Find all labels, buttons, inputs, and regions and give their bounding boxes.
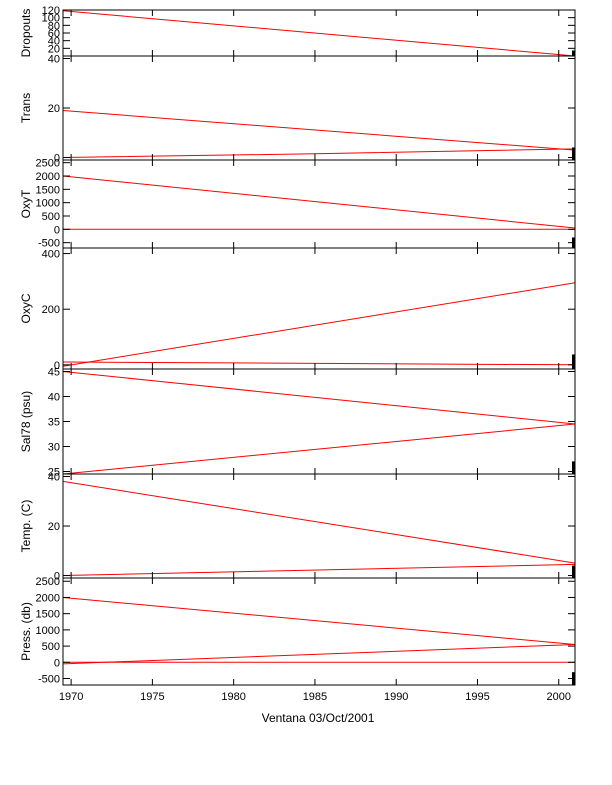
- panel-5-ytick-label: 45: [48, 367, 60, 379]
- panel-2-ytick-label: 0: [54, 153, 60, 165]
- panel-7-ylabel: Press. (db): [19, 602, 33, 661]
- panel-7-ytick-label: 2500: [36, 576, 60, 588]
- panel-1-ytick-label: 40: [48, 36, 60, 48]
- panel-4-data-marker: [572, 354, 575, 369]
- panel-4-ytick-label: 200: [42, 304, 60, 316]
- panel-3-ytick-label: 1500: [36, 184, 60, 196]
- panel-1-ytick-label: 120: [42, 5, 60, 17]
- panel-4-frame: [62, 247, 576, 370]
- panel-2-ytick-label: 40: [48, 53, 60, 65]
- panel-1-ylabel: Dropouts: [19, 9, 33, 58]
- panel-7-series-1: [62, 597, 576, 645]
- panel-5-ytick-label: 25: [48, 467, 60, 479]
- panel-7-series-2: [62, 644, 576, 665]
- panel-4-ylabel: OxyC: [19, 293, 33, 323]
- panel-3-ytick-label: -500: [38, 238, 60, 250]
- panel-5-data-marker: [572, 461, 575, 474]
- panel-3-frame: [62, 159, 576, 249]
- xtick-label: 2000: [547, 691, 571, 703]
- panel-2-series-1: [62, 110, 576, 151]
- panel-6-ytick-label: 0: [54, 571, 60, 583]
- panel-7-ytick-label: 0: [54, 657, 60, 669]
- panel-7-ytick-label: -500: [38, 674, 60, 686]
- panel-7-frame: [62, 577, 576, 686]
- panel-2-ylabel: Trans: [19, 93, 33, 123]
- panel-1-ytick-label: 60: [48, 28, 60, 40]
- panel-1-ytick-label: 80: [48, 20, 60, 32]
- xtick-label: 1970: [59, 691, 83, 703]
- panel-6-frame: [62, 473, 576, 579]
- panel-6-ytick-label: 40: [48, 471, 60, 483]
- panel-2-ytick-label: 20: [48, 103, 60, 115]
- panel-4-ytick-label: 400: [42, 249, 60, 261]
- panel-4-series-1: [62, 282, 576, 367]
- panel-6-series-2: [62, 563, 576, 576]
- panel-3-data-marker: [572, 237, 575, 248]
- panel-5-ytick-label: 30: [48, 442, 60, 454]
- panel-5-ytick-label: 40: [48, 392, 60, 404]
- xtick-label: 1975: [140, 691, 164, 703]
- xtick-label: 1995: [465, 691, 489, 703]
- panel-2-series-2: [62, 148, 576, 158]
- panel-3-ytick-label: 2000: [36, 171, 60, 183]
- panel-7-ytick-label: 1500: [36, 609, 60, 621]
- panel-4-series-2: [62, 361, 576, 366]
- panel-6-data-marker: [572, 565, 575, 578]
- panel-3-ytick-label: 500: [42, 211, 60, 223]
- panel-6-ytick-label: 20: [48, 521, 60, 533]
- panel-6-ylabel: Temp. (C): [19, 500, 33, 553]
- panel-7-ytick-label: 1000: [36, 625, 60, 637]
- panel-7-ytick-label: 500: [42, 641, 60, 653]
- panel-5-ylabel: Sal78 (psu): [19, 391, 33, 452]
- panel-3-ylabel: OxyT: [19, 189, 33, 218]
- panel-3-series-1: [62, 175, 576, 229]
- panel-1-data-marker: [572, 50, 575, 56]
- panel-4-ytick-label: 0: [54, 360, 60, 372]
- xtick-label: 1990: [384, 691, 408, 703]
- panel-5-frame: [62, 368, 576, 475]
- panel-7-data-marker: [572, 672, 575, 685]
- panel-1-ytick-label: 100: [42, 13, 60, 25]
- panel-5-series-1: [62, 371, 576, 425]
- panel-3-ytick-label: 2500: [36, 158, 60, 170]
- xtick-label: 1985: [303, 691, 327, 703]
- panel-5-series-2: [62, 423, 576, 475]
- panel-1-series-1: [62, 10, 576, 57]
- chart-caption: Ventana 03/Oct/2001: [262, 711, 375, 725]
- panel-2-data-marker: [572, 147, 575, 160]
- panel-5-ytick-label: 35: [48, 417, 60, 429]
- panel-3-ytick-label: 1000: [36, 198, 60, 210]
- panel-6-series-1: [62, 480, 576, 564]
- panel-7-ytick-label: 2000: [36, 592, 60, 604]
- panel-3-ytick-label: 0: [54, 224, 60, 236]
- xtick-label: 1980: [221, 691, 245, 703]
- panel-1-ytick-label: 20: [48, 43, 60, 55]
